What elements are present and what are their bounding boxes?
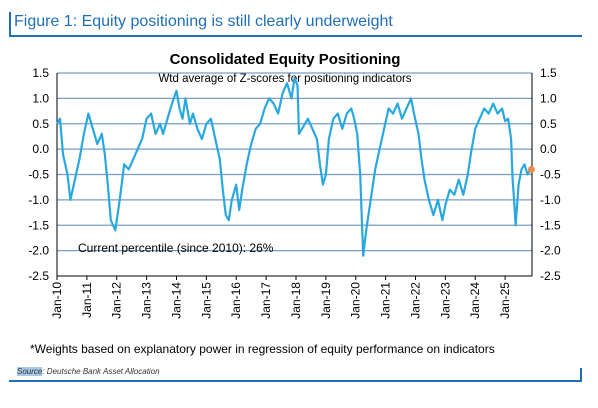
y-tick-label-left: 0.0 [32, 142, 49, 156]
x-axis: Jan-10 Jan-11 Jan-12 Jan-13 Jan-14 Jan-15 Jan-… [50, 275, 532, 319]
x-tick-label: Jan-10 [50, 282, 64, 319]
chart-title: Consolidated Equity Positioning [170, 51, 401, 68]
y-tick-label-left: 1.0 [32, 91, 49, 105]
y-axis-right: 1.5 1.0 0.5 0.0 -0.5 -1.0 -1.5 -2.0 -2.5 [531, 66, 561, 283]
y-tick-label-left: 0.5 [32, 117, 49, 131]
x-tick-label: Jan-20 [349, 282, 363, 319]
y-tick-label-left: -1.0 [28, 193, 49, 207]
y-tick-label-left: 1.5 [32, 66, 49, 80]
y-tick-label-left: -1.5 [28, 218, 49, 232]
x-tick-label: Jan-18 [289, 282, 303, 319]
latest-point-marker [527, 165, 535, 173]
x-tick-label: Jan-13 [140, 282, 154, 319]
y-tick-label-left: -2.0 [28, 244, 49, 258]
x-tick-label: Jan-15 [199, 282, 213, 319]
x-tick-label: Jan-21 [379, 282, 393, 319]
gridlines [57, 72, 532, 252]
figure-title: Figure 1: Equity positioning is still cl… [14, 13, 393, 30]
x-tick-label: Jan-22 [408, 282, 422, 319]
x-tick-label: Jan-12 [110, 282, 124, 319]
y-tick-label-right: -2.0 [540, 244, 561, 258]
source-label: Source [17, 367, 43, 376]
x-tick-label: Jan-24 [468, 282, 482, 319]
percentile-annotation: Current percentile (since 2010): 26% [78, 241, 274, 255]
x-tick-label: Jan-19 [319, 282, 333, 319]
y-tick-label-left: -0.5 [28, 168, 49, 182]
plot-area [56, 77, 535, 257]
x-tick-label: Jan-16 [229, 282, 243, 319]
title-rule [9, 35, 582, 37]
source-note: Source: Deutsche Bank Asset Allocation [17, 367, 160, 376]
series-line [56, 77, 532, 257]
y-axis-left: 1.5 1.0 0.5 0.0 -0.5 -1.0 -1.5 -2.0 -2.5 [28, 66, 58, 283]
y-tick-label-right: 0.5 [540, 117, 557, 131]
x-tick-label: Jan-25 [498, 282, 512, 319]
bottom-accent-bar [580, 368, 582, 381]
footnote: *Weights based on explanatory power in r… [30, 342, 495, 356]
y-tick-label-left: -2.5 [28, 269, 49, 283]
y-tick-label-right: 0.0 [540, 142, 557, 156]
x-tick-label: Jan-17 [259, 282, 273, 319]
x-tick-label: Jan-23 [438, 282, 452, 319]
x-tick-label: Jan-14 [169, 282, 183, 319]
y-tick-label-right: -0.5 [540, 168, 561, 182]
y-tick-label-right: 1.0 [540, 91, 557, 105]
title-accent-bar [9, 12, 11, 36]
chart-subtitle: Wtd average of Z-scores for positioning … [158, 73, 411, 85]
y-tick-label-right: 1.5 [540, 66, 557, 80]
x-tick-label: Jan-11 [80, 282, 94, 318]
source-text: : Deutsche Bank Asset Allocation [42, 367, 160, 376]
bottom-rule [9, 380, 582, 382]
y-tick-label-right: -1.5 [540, 218, 561, 232]
y-tick-label-right: -2.5 [540, 269, 561, 283]
y-tick-label-right: -1.0 [540, 193, 561, 207]
